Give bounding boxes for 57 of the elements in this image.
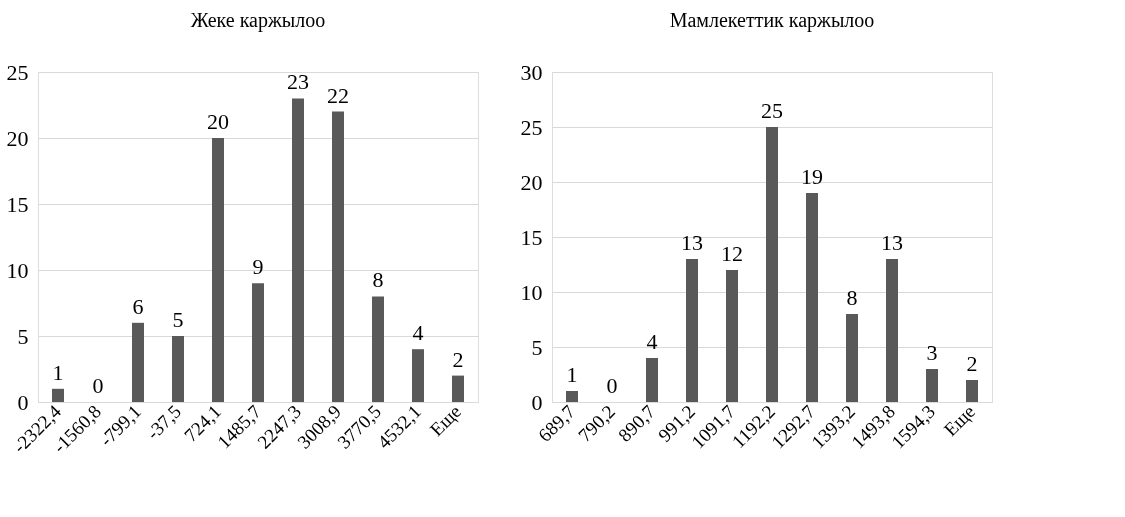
data-label: 0 (92, 373, 104, 398)
data-label: 23 (287, 69, 309, 95)
bar (726, 270, 738, 402)
y-tick-label: 15 (520, 224, 543, 250)
bar (766, 127, 778, 402)
data-label: 9 (252, 254, 264, 280)
chart-title: Жеке каржылоо (190, 9, 326, 32)
data-label: 1 (566, 362, 578, 387)
data-label: 13 (681, 230, 703, 255)
y-tick-label: 10 (6, 257, 29, 283)
y-tick-label: 10 (520, 279, 543, 305)
y-tick-label: 5 (531, 334, 543, 360)
bar (332, 111, 344, 402)
y-tick-label: 15 (6, 191, 29, 217)
data-label: 8 (372, 267, 384, 293)
bar (252, 283, 264, 402)
bar (52, 388, 64, 402)
bar (132, 322, 144, 402)
y-tick-label: 5 (17, 323, 29, 349)
data-label: 20 (207, 109, 229, 134)
data-label: 2 (966, 351, 978, 376)
data-label: 6 (132, 293, 144, 319)
bar (806, 193, 818, 402)
data-label: 3 (926, 340, 938, 365)
x-tick-label: Еще (425, 400, 466, 441)
bar (372, 296, 384, 402)
data-label: 2 (452, 346, 464, 372)
bar (172, 336, 184, 402)
x-tick-label: Еще (939, 400, 980, 441)
y-tick-label: 20 (520, 169, 543, 195)
bar (846, 314, 858, 402)
data-label: 12 (721, 241, 743, 266)
data-label: 1 (52, 359, 64, 385)
data-label: 22 (327, 82, 349, 108)
bar (686, 259, 698, 402)
data-label: 0 (606, 373, 618, 398)
y-tick-label: 25 (520, 114, 543, 140)
data-label: 19 (801, 164, 823, 189)
data-label: 8 (846, 285, 858, 310)
bar (926, 369, 938, 402)
y-tick-label: 30 (520, 59, 543, 85)
bar (412, 349, 424, 402)
data-label: 13 (881, 230, 903, 255)
data-label: 25 (761, 98, 783, 123)
bar (292, 98, 304, 402)
bar (886, 259, 898, 402)
bar (646, 358, 658, 402)
data-label: 4 (646, 329, 658, 354)
bar (566, 391, 578, 402)
y-tick-label: 25 (6, 59, 29, 85)
bar (966, 380, 978, 402)
chart-title: Мамлекеттик каржылоо (669, 9, 875, 32)
data-label: 4 (412, 320, 424, 346)
data-label: 5 (172, 307, 184, 332)
y-tick-label: 20 (6, 125, 29, 151)
bar (452, 375, 464, 402)
bar (212, 138, 224, 402)
